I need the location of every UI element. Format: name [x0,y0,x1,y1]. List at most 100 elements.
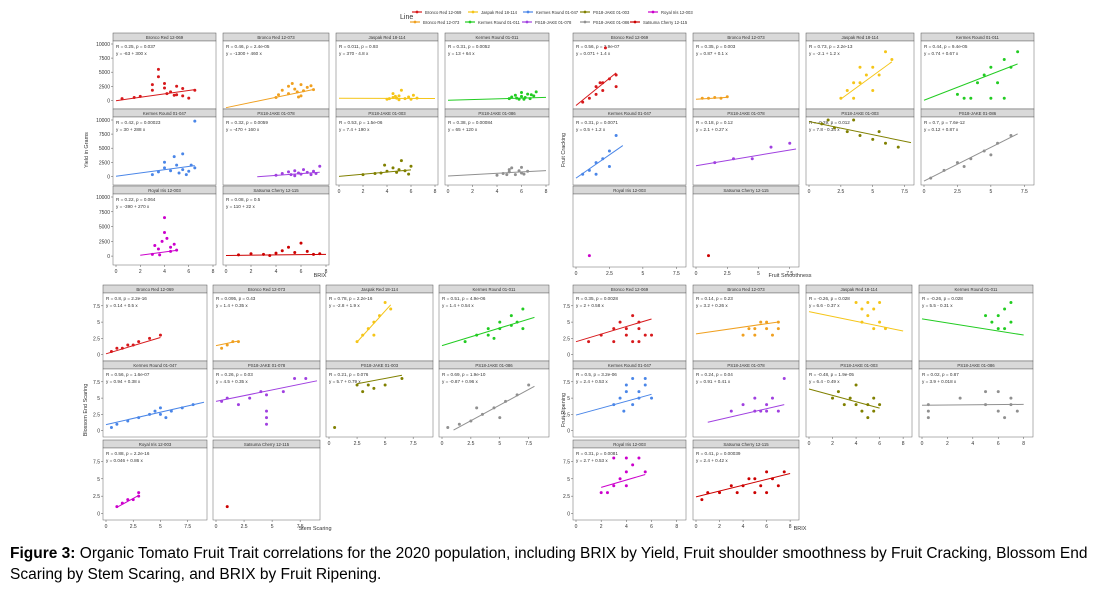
g3-p8-point-7 [637,456,641,460]
g1-p9-xtick-label-3: 7.5 [786,271,793,277]
g1-p6-stat: R = -0.29, p = 0.012 [809,120,850,125]
g1-p3-point-0 [955,92,959,96]
g0-p6-panel [335,116,439,186]
g1-p6-point-6 [896,145,900,149]
g3-p4-point-11 [622,409,626,413]
g1-p2-point-10 [858,65,862,69]
g1-p3-point-4 [982,73,986,77]
g0-p6-eq: y = 7.4 + 190 x [339,127,370,132]
g3-p6-point-3 [848,396,852,400]
g2-p3-point-2 [486,327,490,331]
g0-p6-xtick-label-0: 0 [338,189,341,195]
g1-p3-point-8 [1002,58,1006,61]
g0-p9-point-10 [318,252,322,256]
g0-p9-xtick-label-4: 8 [325,269,328,275]
g2-p4-point-1 [115,422,119,426]
g0-p8-xtick-label-3: 6 [187,269,190,275]
g1-p2-point-2 [852,96,856,100]
g3-p0-point-7 [637,320,641,324]
g3-p7-xtick-label-4: 8 [1022,441,1025,447]
g3-p4-point-9 [631,403,635,407]
g3-p5-panel [692,368,800,438]
g3-p7-xtick-label-0: 0 [921,441,924,447]
g2-p0-point-7 [148,336,152,340]
g3-p3-point-6 [1009,301,1013,305]
g3-p4-stat: R = 0.5, p = 3.2e-06 [576,372,617,377]
g0-p5-point-3 [289,173,293,177]
g0-p3-strip-label: Kermes Round 01-011 [476,35,520,40]
g2-p4-panel [102,368,208,438]
g3-p7-xtick-label-1: 2 [946,441,949,447]
g0-p2-point-1 [387,97,391,101]
g1-p6-panel [805,116,915,186]
g3-p9-point-2 [718,491,722,495]
g2-p3-point-11 [521,327,525,331]
g0-p1-point-4 [287,92,290,96]
g0-p6-point-2 [379,171,383,175]
g1-p0-stat: R = 0.56, p = 2.9e-07 [576,44,620,49]
g3-p6-point-4 [854,403,858,407]
g0-p8-ytick-label-3: 7500 [99,210,110,216]
g3-p9-point-3 [729,484,733,488]
g3-p0-point-10 [650,333,654,337]
g2-p7-point-9 [498,416,502,420]
g2-p8-xtick-label-3: 7.5 [184,524,191,530]
g0-p9-xtick-label-3: 6 [300,269,303,275]
g1-p7-point-3 [969,157,973,161]
g0-p5-point-10 [312,169,315,173]
g3-p7-strip-label: PS18-JAKE 01-086 [957,363,995,368]
g0-p6-xtick-label-4: 8 [434,189,437,195]
g0-p3-eq: y = 13 + 64 x [448,51,475,56]
g3-p5-point-1 [741,403,745,407]
g3-p1-point-3 [753,333,757,337]
g1-ylabel: Fruit Cracking [561,133,567,167]
legend-label-3: PS18-JAKE 01-003 [593,10,630,15]
g3-p1-point-5 [765,327,769,331]
g3-p6-eq: y = 6.4 - 0.49 x [809,379,840,384]
g1-p0-point-8 [614,85,618,89]
g0-p7-xtick-label-1: 2 [471,189,474,195]
g1-p7-xtick-label-0: 0 [923,189,926,195]
g1-p9-xtick-label-2: 5 [757,271,760,277]
g1-p6-xtick-label-2: 5 [871,189,874,195]
g2-p1-stat: R = 0.095, p = 0.43 [216,296,256,301]
g3-p6-point-6 [860,409,864,413]
g3-p9-stat: R = 0.41, p = 0.00039 [696,451,741,456]
g0-p9-point-9 [312,252,315,256]
g3-p0-point-4 [624,327,628,331]
g3-p3-strip-label: Kermes Round 01-011 [955,287,999,292]
g0-p1-point-14 [297,95,300,99]
g0-p4-ytick-label-3: 7500 [99,132,110,138]
g0-p9-xtick-label-1: 2 [250,269,253,275]
g0-p6-xtick-label-3: 6 [410,189,413,195]
g3-p7-xtick-label-2: 4 [971,441,974,447]
g2-p5-point-8 [265,416,268,420]
g0-p7-xtick-label-0: 0 [447,189,450,195]
g3-p2-fit-line [808,311,904,332]
g1-p8-strip-label: Royal Iris 12-003 [613,188,646,193]
g3-p0-strip-label: Bronco Red 12-069 [611,287,649,292]
g3-p8-point-5 [624,470,628,474]
g0-p5-point-0 [274,173,278,177]
legend-label-0: Bronco Red 12-069 [425,10,462,15]
g0-p2-point-7 [403,97,407,101]
g1-p2-point-5 [871,89,875,92]
g3-p7-point-11 [1015,409,1019,413]
g2-p8-ytick-label-3: 7.5 [93,459,100,465]
g0-p9-fit-line [225,253,327,256]
g2-p3-stat: R = 0.51, p = 4.9e-06 [442,296,486,301]
g2-p0-point-6 [158,333,162,337]
g3-p1-point-7 [776,327,780,331]
g0-p6-point-6 [399,159,403,163]
g0-p4-point-12 [193,166,197,170]
g2-p6-point-6 [400,377,404,381]
g2-p7-xtick-label-1: 2.5 [467,441,474,447]
g3-p3-eq: y = 5.5 - 0.31 x [922,303,953,308]
g1-p3-point-11 [1002,96,1006,100]
legend-marker-4 [651,10,655,14]
g1-p3-point-9 [1009,65,1013,69]
g1-p4-eq: y = 0.5 + 1.2 x [576,127,606,132]
g0-p9-strip-label: Satsuma Cherry 12-115 [253,188,299,193]
g3-p1-point-2 [753,327,757,331]
g0-p3-point-5 [520,90,523,94]
